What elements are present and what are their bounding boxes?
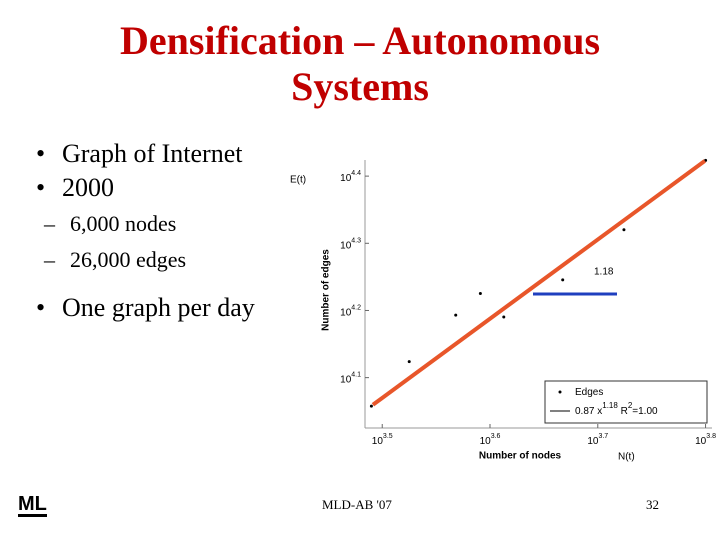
x-tick-label: 103.6 <box>480 433 501 447</box>
slide-title: Densification – Autonomous Systems <box>119 18 601 109</box>
legend-swatch <box>558 390 562 394</box>
point <box>502 315 506 319</box>
point <box>454 313 458 317</box>
logo: ML <box>18 493 47 517</box>
annotation: E(t) <box>290 175 306 186</box>
y-axis-label: Number of edges <box>321 249 332 331</box>
page-number: 32 <box>646 497 659 512</box>
y-tick-label: 104.2 <box>340 304 361 318</box>
x-axis-label: Number of nodes <box>479 451 562 462</box>
bullet: One graph per day <box>30 292 270 324</box>
point <box>407 360 411 364</box>
fit-line <box>371 159 707 407</box>
x-tick-label: 103.7 <box>587 433 608 447</box>
legend-label: Edges <box>575 387 603 398</box>
point <box>478 291 482 295</box>
annotation: N(t) <box>618 452 635 463</box>
y-tick-label: 104.3 <box>340 237 361 251</box>
footer: MLD-AB '07 <box>322 497 392 512</box>
legend-box <box>544 380 708 424</box>
point <box>369 404 373 408</box>
y-tick-label: 104.4 <box>340 170 361 184</box>
x-tick-label: 103.5 <box>372 433 393 447</box>
y-tick-label: 104.1 <box>340 371 361 385</box>
bullet: Graph of Internet <box>30 138 270 170</box>
legend-label: 0.87 x1.18 R2=1.00 <box>575 401 658 417</box>
sub-bullet: 6,000 nodes <box>30 206 270 242</box>
sub-bullet: 26,000 edges <box>30 242 270 278</box>
point <box>561 278 565 282</box>
bullet: 2000 <box>30 172 270 204</box>
annotation: 1.18 <box>594 267 614 278</box>
point <box>622 228 626 232</box>
bullet-list: Graph of Internet20006,000 nodes26,000 e… <box>30 138 270 326</box>
x-tick-label: 103.8 <box>695 433 716 447</box>
